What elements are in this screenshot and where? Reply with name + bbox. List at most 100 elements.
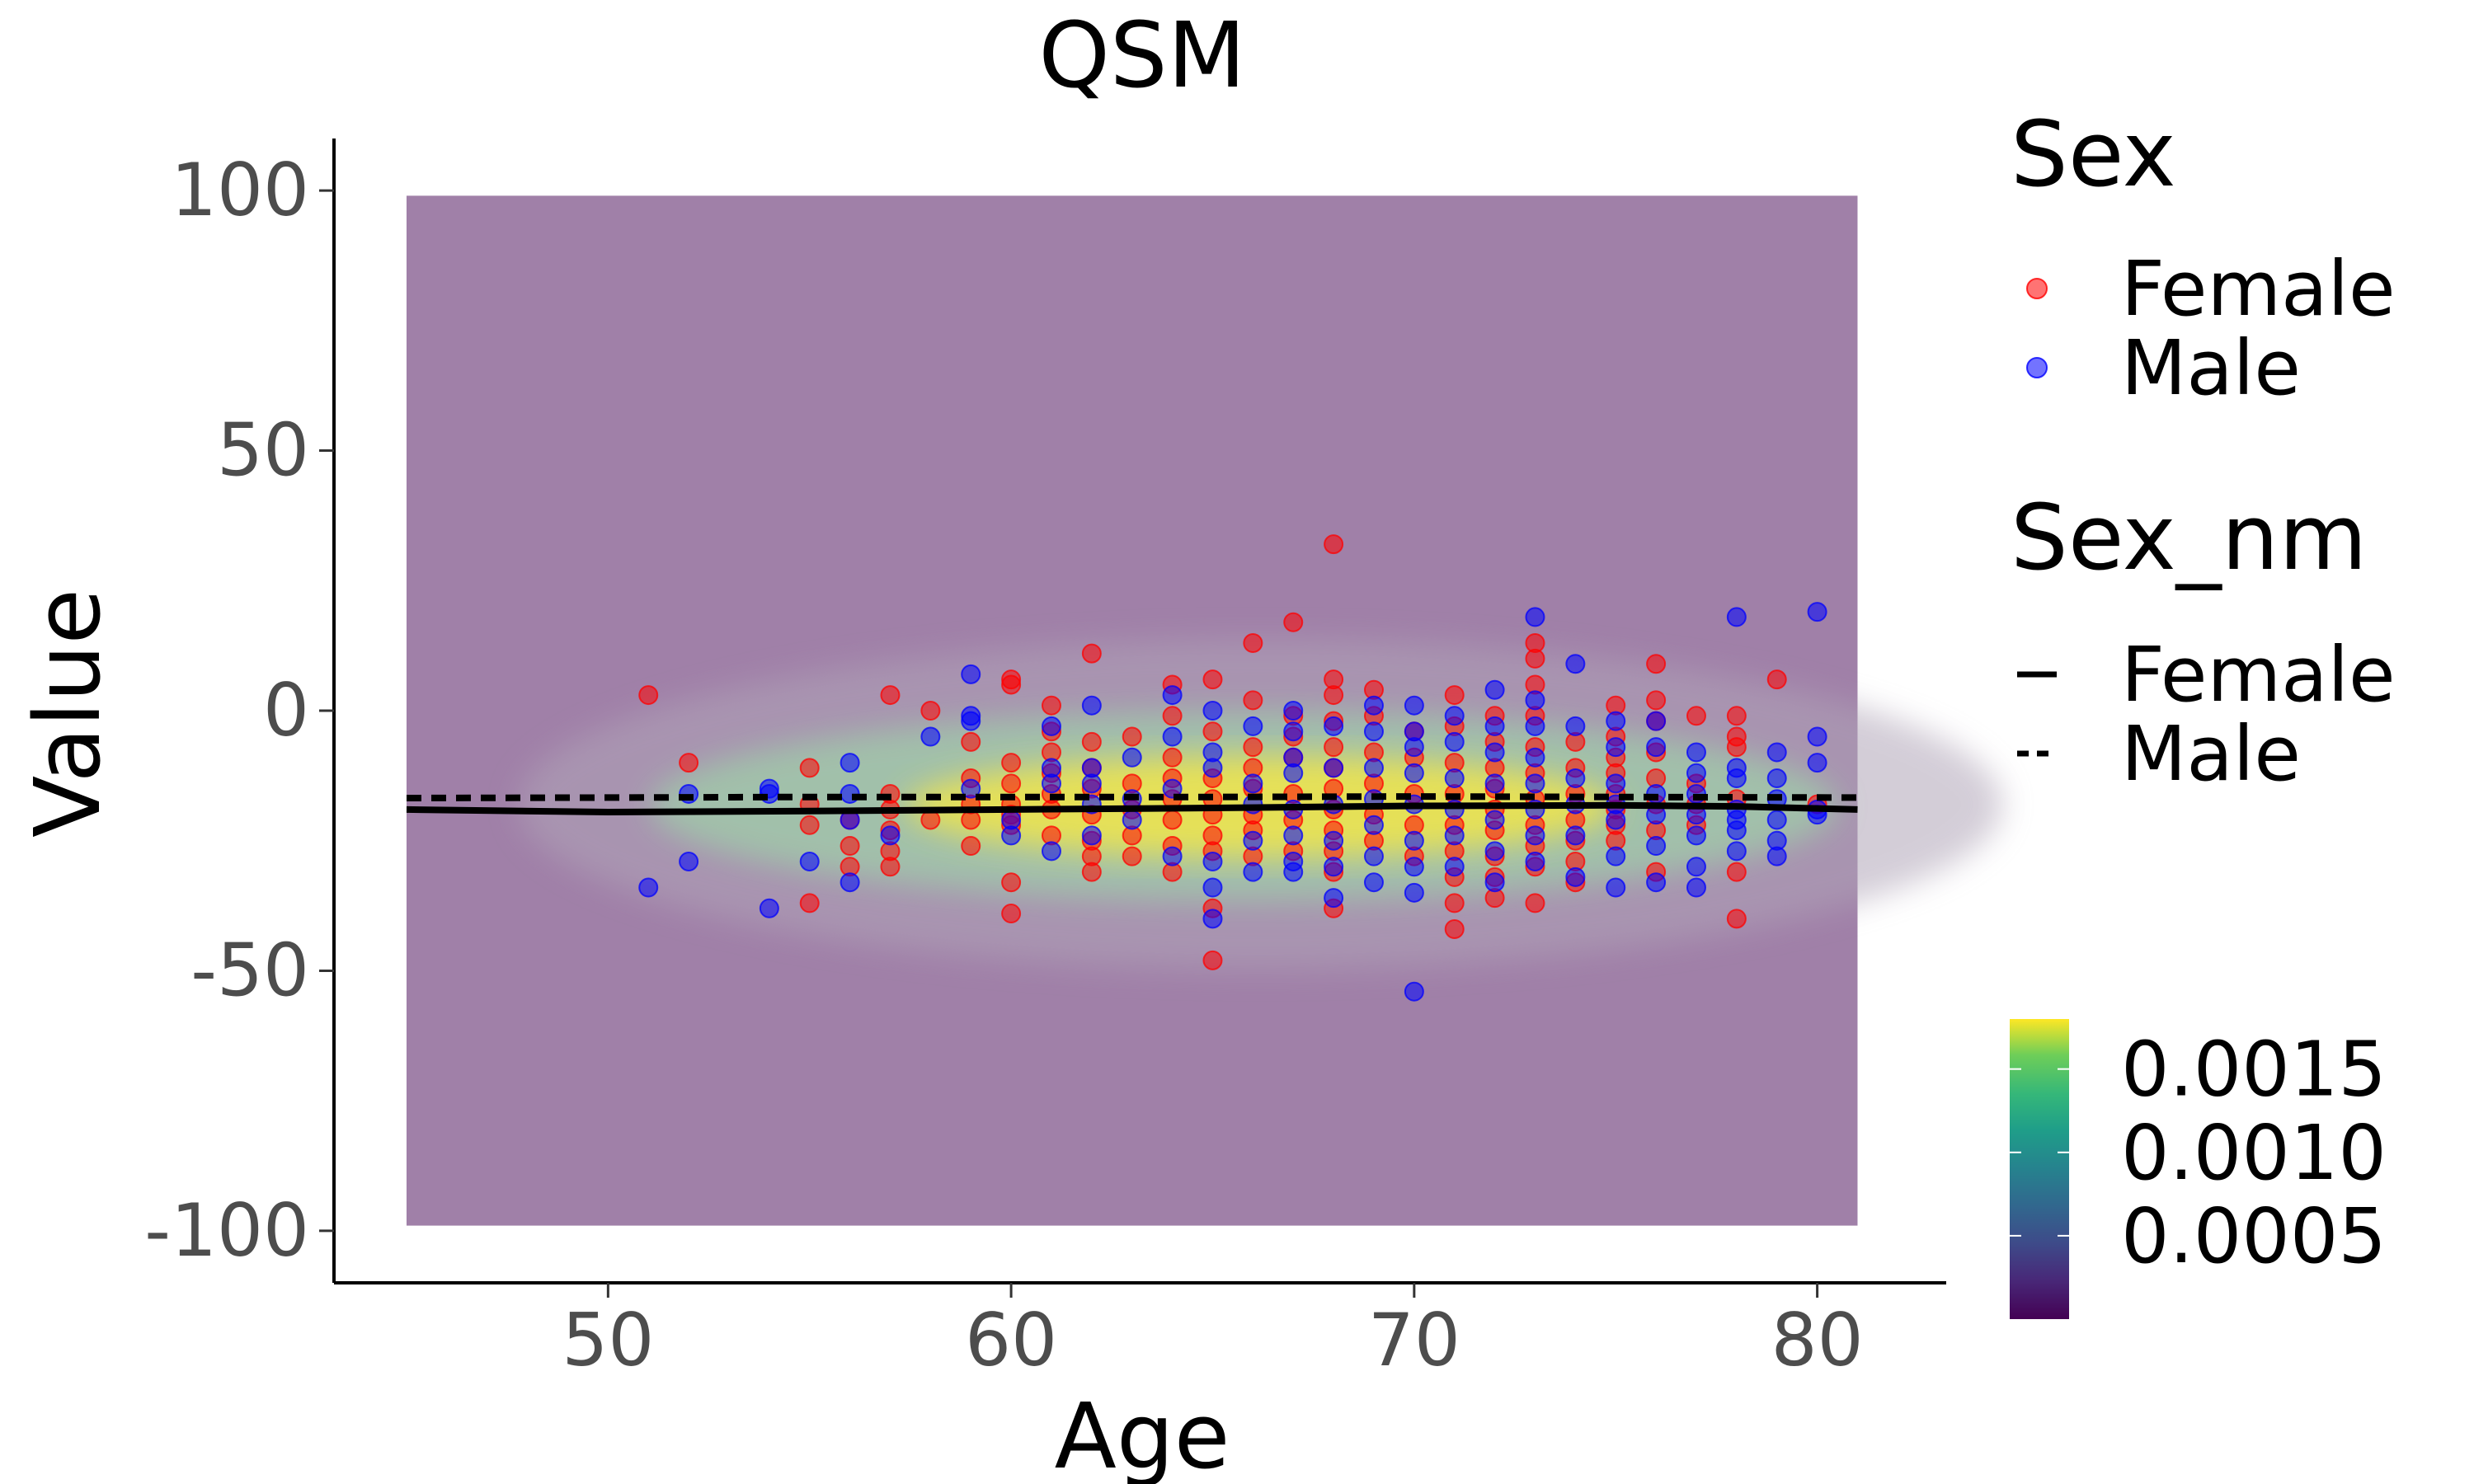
data-point-female xyxy=(1202,669,1223,690)
data-point-male xyxy=(1606,810,1626,830)
data-point-female xyxy=(840,836,860,857)
data-point-female xyxy=(1202,721,1223,742)
data-point-male xyxy=(1686,857,1706,877)
colorbar-tick-label: 0.0015 xyxy=(2121,1026,2387,1114)
data-point-female xyxy=(799,815,820,835)
data-point-male xyxy=(679,851,699,871)
data-point-female xyxy=(1081,862,1102,882)
data-point-male xyxy=(1404,857,1424,877)
data-point-male xyxy=(1525,851,1545,871)
data-point-female xyxy=(1122,726,1142,747)
data-point-male xyxy=(1766,846,1787,866)
data-point-male xyxy=(1202,758,1223,778)
data-point-male xyxy=(1444,857,1465,877)
data-point-male xyxy=(1041,716,1061,736)
data-point-male xyxy=(1565,866,1586,887)
data-point-female xyxy=(679,753,699,773)
data-point-male xyxy=(1686,825,1706,846)
data-point-male xyxy=(1041,773,1061,794)
series-male xyxy=(638,602,1827,1002)
data-point-male xyxy=(1484,679,1505,700)
data-point-male xyxy=(1766,742,1787,763)
data-point-male xyxy=(1565,825,1586,846)
data-point-male xyxy=(1324,758,1344,778)
data-point-male xyxy=(1766,768,1787,789)
data-point-male xyxy=(1686,877,1706,898)
data-point-female xyxy=(1001,753,1022,773)
data-point-male xyxy=(1324,888,1344,909)
data-point-male xyxy=(840,872,860,893)
data-point-female xyxy=(1001,904,1022,924)
data-point-female xyxy=(1162,810,1183,830)
data-point-male xyxy=(1081,773,1102,794)
data-point-female xyxy=(1001,773,1022,794)
data-point-male xyxy=(1404,882,1424,903)
data-point-male xyxy=(1565,768,1586,789)
data-point-male xyxy=(1243,830,1263,851)
data-point-male xyxy=(961,778,981,799)
data-point-male xyxy=(1324,716,1344,736)
data-point-female xyxy=(1001,872,1022,893)
data-point-male xyxy=(1202,877,1223,898)
data-point-female xyxy=(1646,654,1667,674)
data-point-male xyxy=(1646,872,1667,893)
data-point-male xyxy=(1484,742,1505,763)
data-point-male xyxy=(1606,773,1626,794)
data-point-male xyxy=(1363,721,1384,742)
data-point-male xyxy=(1162,778,1183,799)
data-point-female xyxy=(1525,648,1545,669)
data-point-female xyxy=(880,685,901,706)
data-point-male xyxy=(1081,825,1102,846)
data-point-female xyxy=(1444,918,1465,939)
data-point-female xyxy=(1162,706,1183,726)
legend-sex-female-marker xyxy=(2026,278,2048,299)
data-point-female xyxy=(1525,893,1545,913)
data-point-male xyxy=(1807,602,1827,622)
legend-sex-female-label: Female xyxy=(2121,245,2396,333)
colorbar-tick-label: 0.0010 xyxy=(2121,1109,2387,1197)
legend-sex-nm: Sex_nm Female Male xyxy=(2011,485,2396,798)
data-point-female xyxy=(961,836,981,857)
data-point-male xyxy=(1363,695,1384,716)
data-point-male xyxy=(1686,742,1706,763)
data-point-female xyxy=(1122,846,1142,866)
lines-layer xyxy=(406,793,1858,815)
x-tick-label: 80 xyxy=(1771,1298,1864,1383)
data-point-female xyxy=(1324,737,1344,758)
x-tick-label: 50 xyxy=(562,1298,654,1383)
legend-sex-male-marker xyxy=(2026,357,2048,378)
data-point-female xyxy=(1444,685,1465,706)
data-point-male xyxy=(1606,737,1626,758)
data-point-male xyxy=(1444,731,1465,752)
data-point-male xyxy=(1726,820,1747,841)
data-point-female xyxy=(1081,731,1102,752)
data-point-male xyxy=(1283,825,1304,846)
data-point-male xyxy=(1606,711,1626,731)
data-point-female xyxy=(920,701,941,721)
x-tick-label: 70 xyxy=(1368,1298,1460,1383)
smooth-line-male xyxy=(406,793,1858,801)
data-point-female xyxy=(1001,674,1022,695)
data-point-female xyxy=(1726,909,1747,929)
data-point-male xyxy=(1363,815,1384,835)
data-point-male xyxy=(961,664,981,684)
data-point-male xyxy=(961,711,981,731)
data-point-male xyxy=(1283,701,1304,721)
data-point-male xyxy=(1363,872,1384,893)
data-point-male xyxy=(1726,841,1747,862)
data-point-male xyxy=(840,753,860,773)
legend-sex-nm-female-label: Female xyxy=(2121,631,2396,719)
data-point-male xyxy=(1565,716,1586,736)
data-point-female xyxy=(1726,737,1747,758)
data-point-female xyxy=(1766,669,1787,690)
data-point-male xyxy=(1484,773,1505,794)
data-point-male xyxy=(1081,695,1102,716)
data-point-male xyxy=(1404,695,1424,716)
data-point-male xyxy=(1363,846,1384,866)
data-point-male xyxy=(1606,846,1626,866)
data-point-female xyxy=(1646,690,1667,711)
data-point-male xyxy=(1484,841,1505,862)
legend-sex-male-label: Male xyxy=(2121,324,2301,412)
